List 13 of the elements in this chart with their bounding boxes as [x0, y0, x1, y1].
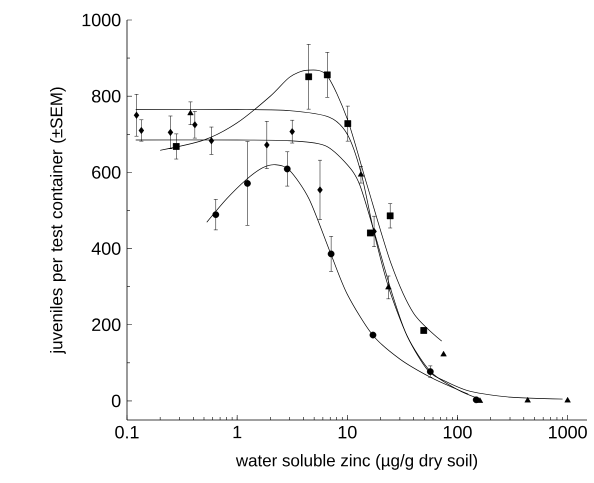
y-tick-label: 200	[92, 318, 120, 332]
y-axis-title: juveniles per test container (±SEM)	[50, 87, 66, 354]
x-tick-label: 1	[234, 426, 242, 438]
y-tick-label: 400	[92, 242, 120, 255]
x-tick-label: 10	[338, 426, 357, 439]
y-tick-label: 600	[92, 166, 120, 179]
y-tick-label: 800	[92, 90, 120, 103]
x-axis-title: water soluble zinc (µg/g dry soil)	[236, 454, 478, 470]
x-tick-label: 1000	[549, 426, 587, 439]
x-tick-label: 0.1	[115, 426, 139, 439]
y-tick-label: 1000	[82, 14, 120, 26]
y-tick-label: 0	[112, 394, 120, 408]
x-tick-label: 100	[444, 426, 472, 439]
